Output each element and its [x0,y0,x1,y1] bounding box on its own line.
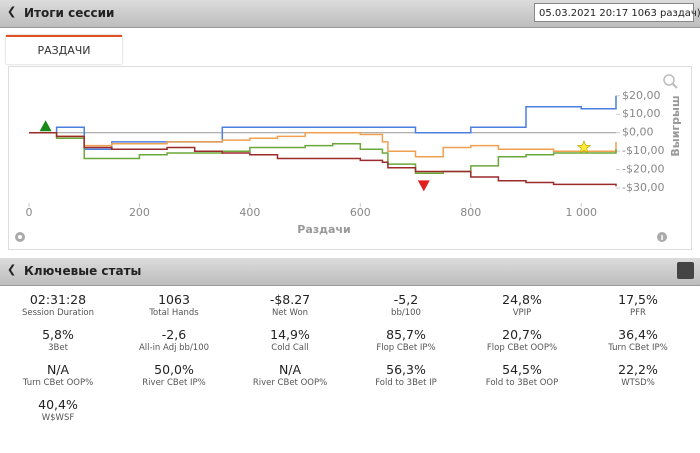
stats-title: Ключевые статы [24,264,142,278]
series-line [29,131,617,175]
stat: -5,2 bb/100 [348,292,464,318]
stat-value: 14,9% [270,327,310,342]
info-icon[interactable] [657,232,667,242]
stat-value: 22,2% [618,362,658,377]
stat-value: 85,7% [386,327,426,342]
y-tick-label: -$20,00 [622,163,664,176]
stat-label: WTSD% [621,378,655,388]
stat-label: Net Won [271,308,309,318]
stat-value: 54,5% [502,362,542,377]
stat: 54,5% Fold to 3Bet OOP [464,362,580,388]
stat-label: Total Hands [149,308,199,318]
session-header: ❮ Итоги сессии 05.03.2021 20:17 1063 раз… [0,0,700,28]
stat-value: -2,6 [161,327,187,342]
stat-label: Flop CBet OOP% [486,343,558,353]
stat-label: Fold to 3Bet OOP [485,378,559,388]
stat: 40,4% W$WSF [0,397,116,423]
stat: 5,8% 3Bet [0,327,116,353]
stat-label: bb/100 [391,308,421,318]
stat-value: -5,2 [393,292,419,307]
stat-value: -$8.27 [269,292,311,307]
stats-grid: 02:31:28 Session Duration 1063 Total Hands -… [0,292,700,423]
stat: 20,7% Flop CBet OOP% [464,327,580,353]
series-line [29,131,617,187]
stat: N/A Turn CBet OOP% [0,362,116,388]
collapse-icon[interactable]: ❮ [7,5,17,18]
stat-value: 40,4% [38,397,78,412]
stat-label: Flop CBet IP% [376,343,436,353]
x-tick-label: 600 [350,206,371,219]
tab[interactable]: РАЗДАЧИ [6,35,122,64]
session-select[interactable]: 05.03.2021 20:17 1063 раздач) ▾ [534,3,700,22]
stat-value: N/A [46,362,70,377]
stat: -$8.27 Net Won [232,292,348,318]
x-tick-label: 800 [460,206,481,219]
stat-label: Turn CBet IP% [608,343,668,353]
stat: 17,5% PFR [580,292,696,318]
stat: 50,0% River CBet IP% [116,362,232,388]
stat-label: Fold to 3Bet IP [375,378,437,388]
collapse-icon[interactable]: ❮ [7,263,17,276]
y-tick-label: -$10,00 [622,144,664,157]
stat-label: W$WSF [41,413,75,423]
stat-value: 24,8% [502,292,542,307]
zoom-icon[interactable] [663,74,678,89]
stat: N/A River CBet OOP% [232,362,348,388]
stats-header: ❮ Ключевые статы [0,258,700,286]
x-tick-label: 200 [129,206,150,219]
stat-value: 20,7% [502,327,542,342]
stat: 14,9% Cold Call [232,327,348,353]
layout-button[interactable] [677,262,694,279]
stat-label: Session Duration [21,308,95,318]
stat: -2,6 All-in Adj bb/100 [116,327,232,353]
stat-label: VPIP [512,308,532,318]
marker [417,180,430,192]
stat-label: PFR [630,308,646,318]
stat: 24,8% VPIP [464,292,580,318]
session-title: Итоги сессии [24,6,115,20]
x-tick-label: 400 [239,206,260,219]
y-tick-label: -$30,00 [622,181,664,194]
y-axis-label: Выигрыш [669,95,682,156]
stat-label: Turn CBet OOP% [22,378,94,388]
chart-box: Раздачи Выигрыш $20,00 $10,00 $0,00 -$10,00… [8,66,692,250]
stat-label: River CBet IP% [142,378,206,388]
stat: 56,3% Fold to 3Bet IP [348,362,464,388]
stat: 36,4% Turn CBet IP% [580,327,696,353]
stat-value: 02:31:28 [29,292,87,307]
stat-value: 36,4% [618,327,658,342]
stat-value: 5,8% [42,327,74,342]
stat-value: 1063 [158,292,190,307]
y-tick-label: $10,00 [622,107,661,120]
series-line [29,131,617,158]
session-select-text: 05.03.2021 20:17 1063 раздач) [539,8,700,19]
stat-label: River CBet OOP% [252,378,328,388]
marker [576,140,592,154]
stat: 1063 Total Hands [116,292,232,318]
series-line [29,95,617,151]
stat: 02:31:28 Session Duration [0,292,116,318]
marker [39,120,52,132]
stat-value: 17,5% [618,292,658,307]
stat-label: All-in Adj bb/100 [138,343,210,353]
chart: Раздачи Выигрыш $20,00 $10,00 $0,00 -$10,00… [15,74,682,242]
stat: 22,2% WTSD% [580,362,696,388]
settings-icon[interactable] [15,232,25,242]
x-tick-label: 1 000 [565,206,597,219]
stat-value: 50,0% [154,362,194,377]
y-tick-label: $0,00 [622,126,654,139]
x-tick-label: 0 [26,206,33,219]
stat-value: 56,3% [386,362,426,377]
stat-label: 3Bet [48,343,68,353]
stat-value: N/A [278,362,302,377]
stat: 85,7% Flop CBet IP% [348,327,464,353]
x-axis-label: Раздачи [297,223,350,236]
y-tick-label: $20,00 [622,89,661,102]
stat-label: Cold Call [271,343,309,353]
